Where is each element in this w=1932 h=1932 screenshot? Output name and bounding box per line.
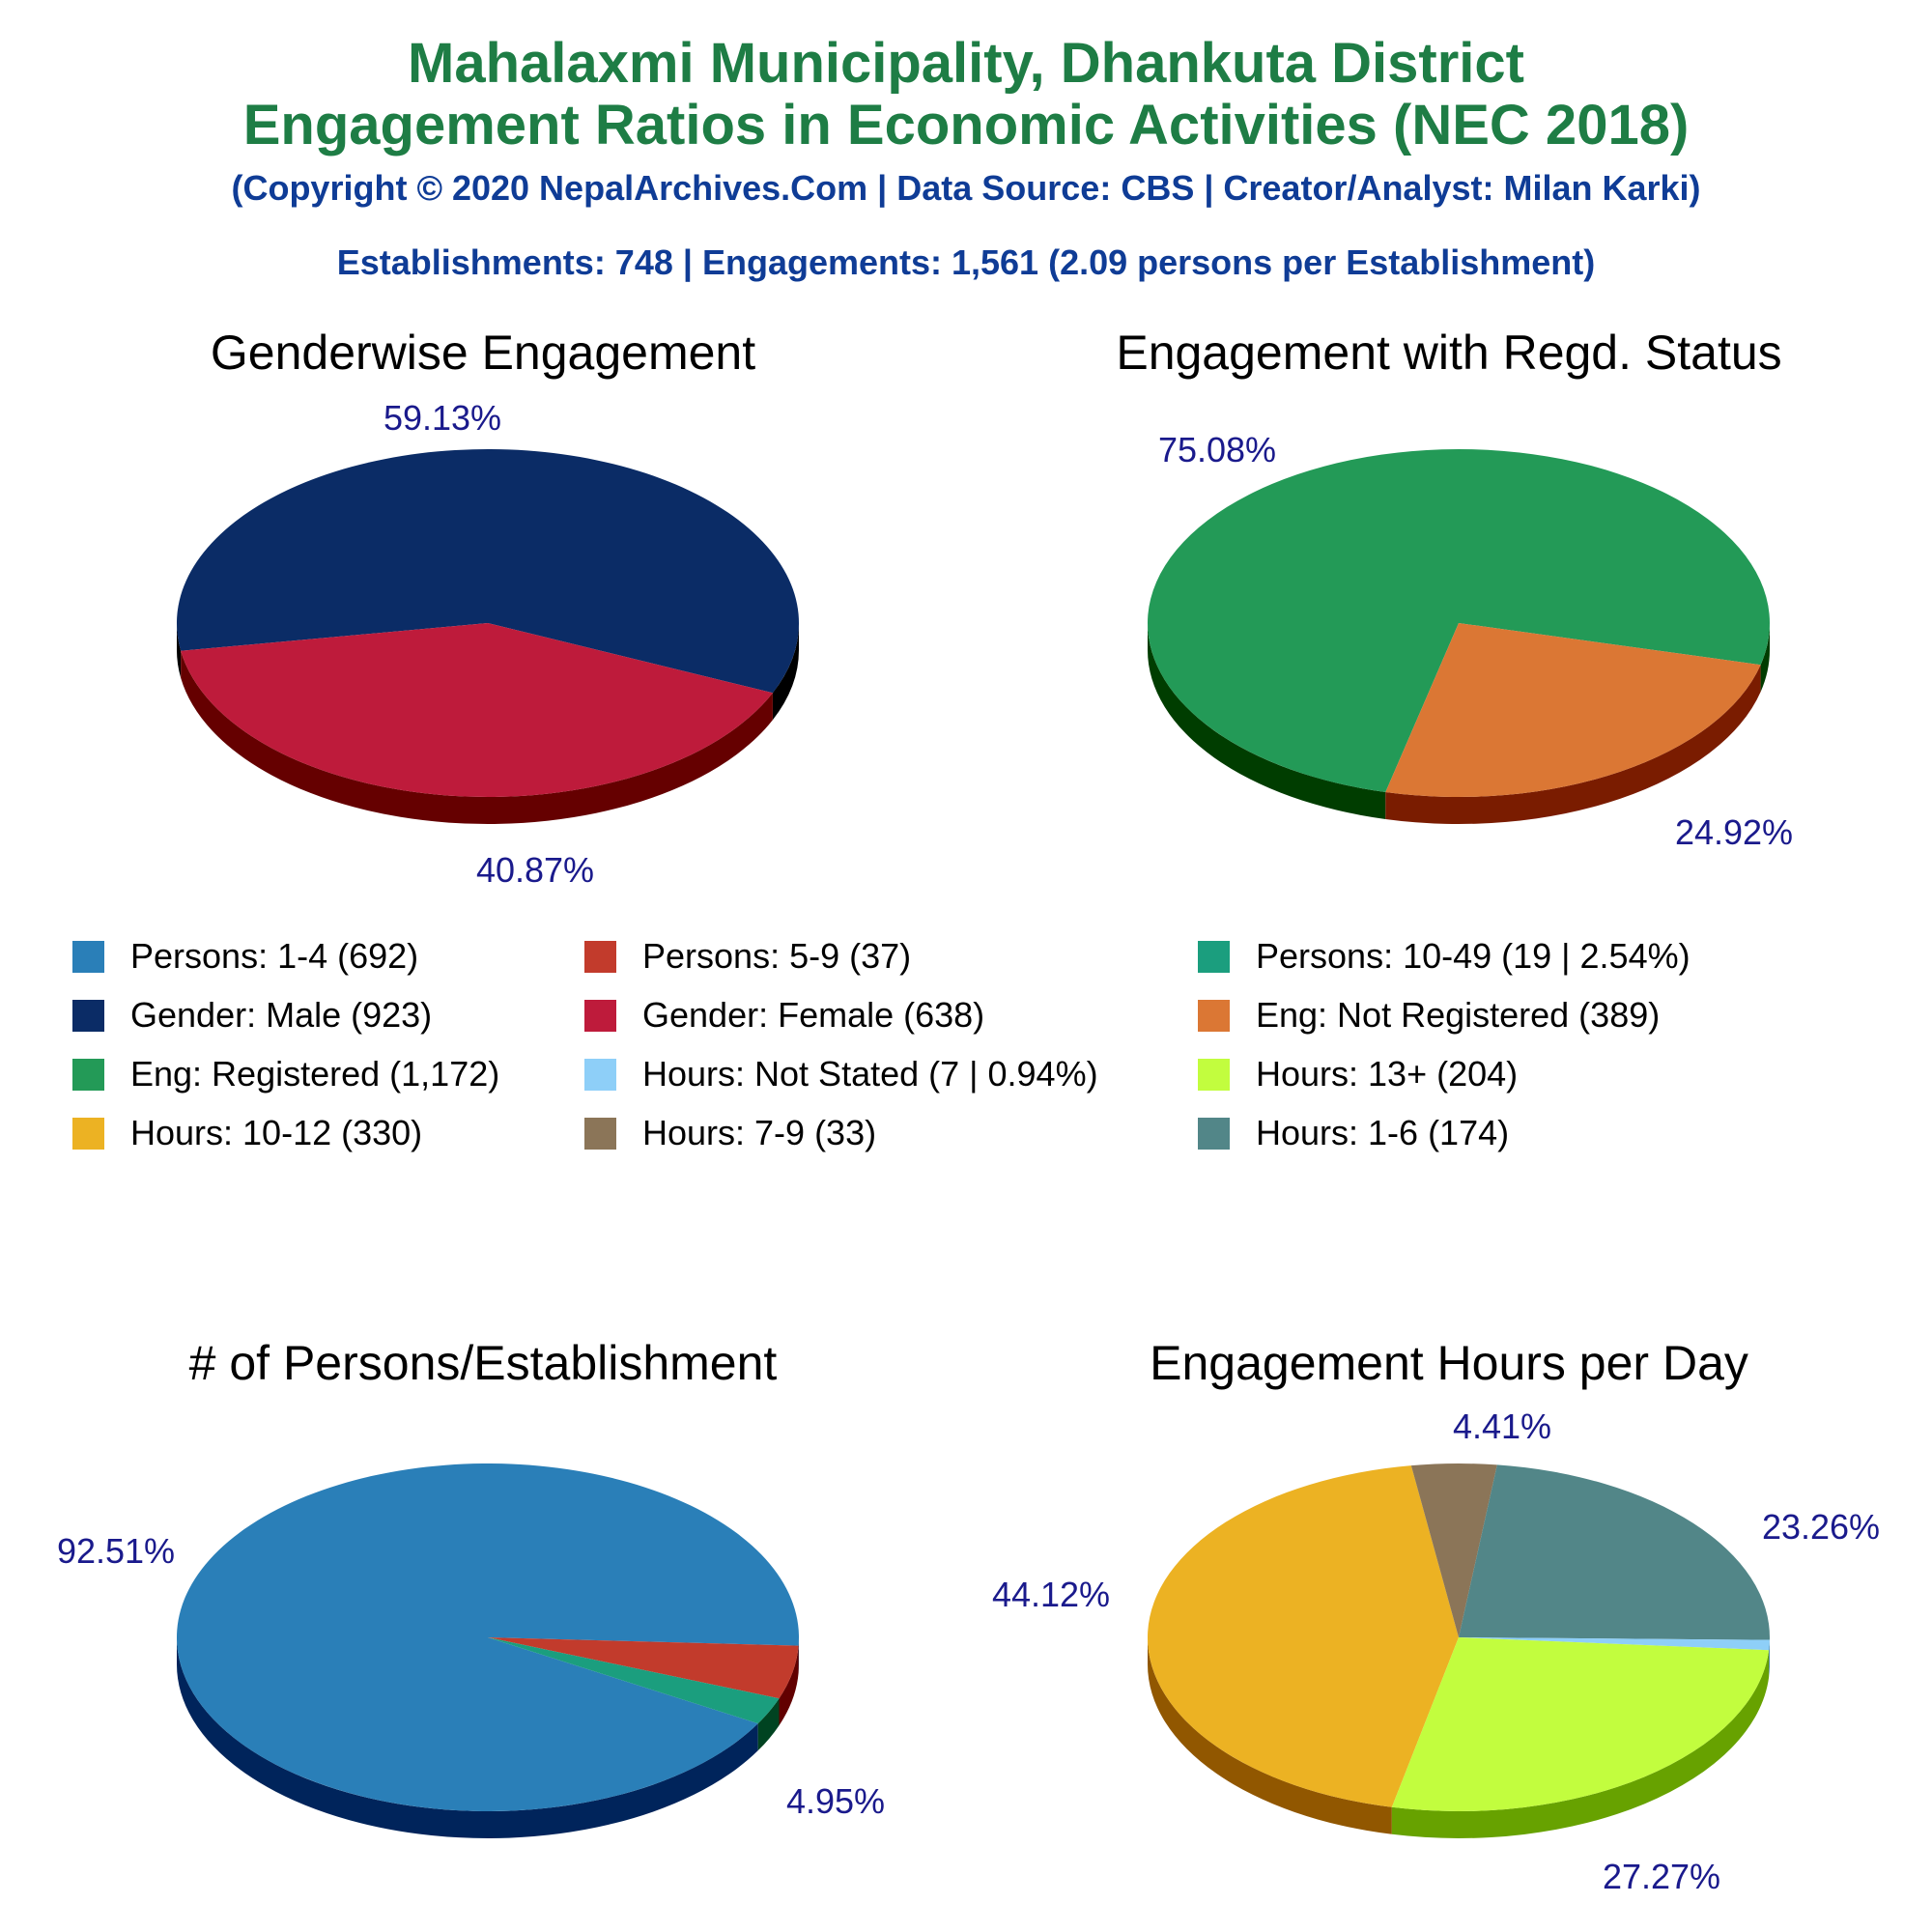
pie-data-label: 92.51% xyxy=(57,1531,175,1571)
legend-label: Hours: 10-12 (330) xyxy=(130,1113,423,1152)
legend-swatch xyxy=(1198,940,1230,973)
legend-item: Hours: 1-6 (174) xyxy=(1198,1109,1509,1157)
pie-data-label: 4.95% xyxy=(786,1781,885,1821)
pie-data-label: 59.13% xyxy=(384,398,501,438)
pie-data-label: 44.12% xyxy=(992,1575,1110,1614)
legend-label: Eng: Registered (1,172) xyxy=(130,1054,500,1094)
pie-slice: Hours: Not Stated xyxy=(1459,1637,1770,1651)
legend-swatch xyxy=(72,940,104,973)
legend-swatch xyxy=(584,1117,616,1150)
legend-swatch xyxy=(72,1117,104,1150)
legend-label: Eng: Not Registered (389) xyxy=(1256,995,1661,1035)
legend-item: Hours: Not Stated (7 | 0.94%) xyxy=(584,1050,1098,1098)
pie-slice: Persons: 5-9 xyxy=(488,1637,799,1699)
legend-item: Persons: 1-4 (692) xyxy=(72,932,418,980)
legend-label: Hours: 1-6 (174) xyxy=(1256,1113,1510,1152)
pie-data-label: 40.87% xyxy=(476,850,594,890)
pie-slice: Eng: Not Registered xyxy=(1385,623,1761,797)
pie-slice: Hours: 1-6 xyxy=(1459,1464,1770,1640)
legend-swatch xyxy=(584,1058,616,1091)
summary-stats: Establishments: 748 | Engagements: 1,561… xyxy=(336,242,1596,282)
legend-label: Hours: Not Stated (7 | 0.94%) xyxy=(642,1054,1098,1094)
pie-side-wall xyxy=(1385,665,1761,824)
pie-data-label: 75.08% xyxy=(1158,430,1276,469)
pie-side-wall xyxy=(1148,1637,1392,1834)
legend-label: Hours: 7-9 (33) xyxy=(642,1113,877,1152)
pie-data-label: 27.27% xyxy=(1603,1857,1720,1896)
pie-side-wall xyxy=(779,1645,799,1726)
legend-label: Gender: Male (923) xyxy=(130,995,433,1035)
pie-data-label: 4.41% xyxy=(1453,1406,1551,1446)
pie-slice: Hours: 7-9 xyxy=(1410,1463,1497,1637)
pie-gender: Gender: MaleGender: Female 59.13% 40.87% xyxy=(177,398,800,890)
legend-item: Hours: 10-12 (330) xyxy=(72,1109,422,1157)
pie-title-hours: Engagement Hours per Day xyxy=(1150,1336,1748,1390)
pie-side-wall xyxy=(1760,623,1770,693)
pie-side-wall xyxy=(772,623,800,721)
legend-swatch xyxy=(1198,1117,1230,1150)
pie-slice: Eng: Registered xyxy=(1148,449,1770,792)
pie-slice: Gender: Male xyxy=(177,449,800,694)
legend-swatch xyxy=(1198,1058,1230,1091)
pie-side-wall xyxy=(1769,1639,1770,1678)
pie-slice: Persons: 1-4 xyxy=(177,1463,799,1812)
chart-title-line2: Engagement Ratios in Economic Activities… xyxy=(242,94,1690,156)
legend-label: Persons: 10-49 (19 | 2.54%) xyxy=(1256,936,1690,976)
legend-item: Gender: Female (638) xyxy=(584,991,984,1039)
pie-side-wall xyxy=(181,650,773,824)
pie-side-wall xyxy=(177,1637,758,1839)
pie-slice: Hours: 13+ xyxy=(1391,1637,1770,1812)
legend-label: Persons: 5-9 (37) xyxy=(642,936,912,976)
legend-label: Hours: 13+ (204) xyxy=(1256,1054,1519,1094)
pie-registration: Eng: RegisteredEng: Not Registered 75.08%… xyxy=(1148,430,1793,852)
copyright-note: (Copyright © 2020 NepalArchives.Com | Da… xyxy=(231,168,1701,208)
pie-side-wall xyxy=(1391,1650,1770,1838)
pie-title-persons: # of Persons/Establishment xyxy=(188,1336,778,1390)
legend-swatch xyxy=(584,999,616,1032)
legend-item: Eng: Registered (1,172) xyxy=(72,1050,499,1098)
legend-swatch xyxy=(72,999,104,1032)
chart-title-line1: Mahalaxmi Municipality, Dhankuta Distric… xyxy=(408,32,1524,95)
legend-swatch xyxy=(584,940,616,973)
pie-slice: Persons: 10-49 xyxy=(488,1637,780,1724)
pie-side-wall xyxy=(1148,623,1386,819)
pie-hours: Hours: 10-12Hours: 7-9Hours: 1-6Hours: N… xyxy=(992,1406,1880,1896)
pie-side-wall xyxy=(177,623,182,678)
pie-title-gender: Genderwise Engagement xyxy=(210,326,756,380)
legend-item: Gender: Male (923) xyxy=(72,991,432,1039)
pie-title-registration: Engagement with Regd. Status xyxy=(1116,326,1782,380)
legend-item: Hours: 7-9 (33) xyxy=(584,1109,876,1157)
pie-slice: Gender: Female xyxy=(181,623,773,798)
legend-item: Persons: 5-9 (37) xyxy=(584,932,911,980)
pie-persons: Persons: 1-4Persons: 5-9Persons: 10-49 92… xyxy=(57,1463,885,1839)
legend-item: Hours: 13+ (204) xyxy=(1198,1050,1518,1098)
legend-item: Eng: Not Registered (389) xyxy=(1198,991,1660,1039)
legend-swatch xyxy=(1198,999,1230,1032)
pie-slice: Hours: 10-12 xyxy=(1147,1465,1459,1807)
legend-label: Gender: Female (638) xyxy=(642,995,985,1035)
legend-item: Persons: 10-49 (19 | 2.54%) xyxy=(1198,932,1690,980)
legend-swatch xyxy=(72,1058,104,1091)
pie-data-label: 24.92% xyxy=(1675,812,1793,852)
pie-side-wall xyxy=(757,1698,780,1751)
legend-label: Persons: 1-4 (692) xyxy=(130,936,419,976)
pie-data-label: 23.26% xyxy=(1762,1507,1880,1547)
